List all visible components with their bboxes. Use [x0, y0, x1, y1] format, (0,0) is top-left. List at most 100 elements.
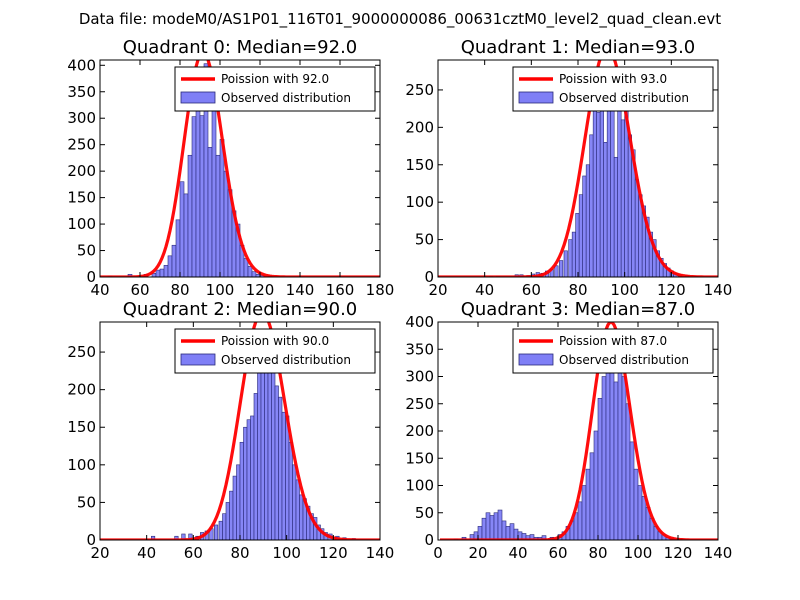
- histogram-bar: [199, 115, 205, 277]
- chart-title: Quadrant 1: Median=93.0: [461, 37, 696, 58]
- suptitle: Data file: modeM0/AS1P01_116T01_90000000…: [79, 10, 721, 29]
- histogram-bar: [597, 397, 603, 540]
- histogram-bar: [577, 501, 583, 540]
- y-tick-label: 300: [405, 368, 434, 386]
- legend-box: [512, 66, 714, 112]
- poisson-fit-line: [440, 322, 718, 540]
- y-tick-label: 150: [405, 156, 434, 174]
- histogram-bar: [195, 95, 201, 277]
- histogram-bar: [171, 244, 177, 277]
- legend-label-fit: Poission with 93.0: [559, 72, 667, 86]
- x-tick-label: 40: [475, 281, 494, 299]
- histogram-bar: [225, 502, 230, 540]
- histogram-bar: [501, 520, 507, 540]
- y-tick-label: 400: [67, 56, 96, 74]
- histogram-bar: [219, 139, 225, 277]
- histogram-bar: [625, 403, 631, 540]
- y-tick-label: 50: [77, 242, 96, 260]
- legend-bar-swatch: [180, 91, 216, 104]
- y-tick-label: 350: [405, 340, 434, 358]
- x-tick-label: 60: [522, 281, 541, 299]
- legend-bar-swatch: [518, 91, 554, 104]
- histogram-bar: [236, 464, 241, 540]
- histogram-bars: [151, 329, 356, 540]
- histogram-bar: [593, 430, 599, 540]
- histogram-bar: [641, 496, 647, 540]
- histogram-bar: [151, 535, 156, 540]
- histogram-bar: [589, 134, 594, 277]
- legend-label-fit: Poission with 92.0: [221, 72, 329, 86]
- histogram-bar: [613, 381, 619, 540]
- x-tick-label: 80: [230, 544, 249, 562]
- histogram-bar: [246, 419, 251, 540]
- histogram-bar: [179, 181, 185, 277]
- histogram-bar: [191, 116, 197, 277]
- legend: Poission with 93.0 Observed distribution: [512, 66, 714, 112]
- x-tick-label: 20: [468, 544, 487, 562]
- histogram-bar: [509, 523, 515, 540]
- chart-title: Quadrant 3: Median=87.0: [461, 299, 696, 320]
- legend: Poission with 92.0 Observed distribution: [174, 66, 376, 112]
- histogram-bar: [637, 485, 643, 540]
- x-tick-label: 120: [657, 281, 686, 299]
- x-tick-label: 120: [246, 281, 275, 299]
- histogram-bar: [629, 441, 635, 540]
- histogram-bar: [175, 219, 181, 277]
- y-tick-label: 200: [405, 118, 434, 136]
- histogram-bar: [232, 475, 237, 540]
- histogram-bar: [585, 164, 590, 277]
- histogram-bar: [257, 366, 262, 540]
- poisson-fit-line: [438, 60, 718, 277]
- histogram-bar: [605, 354, 611, 540]
- x-axis: 20 40 60 80 100 120 140: [428, 60, 732, 299]
- histogram-bar: [251, 271, 257, 277]
- histogram-bar: [222, 513, 227, 540]
- x-tick-label: 120: [319, 544, 348, 562]
- histogram-bar: [592, 104, 597, 277]
- x-tick-label: 80: [588, 544, 607, 562]
- chart-title: Quadrant 2: Median=90.0: [123, 299, 358, 320]
- legend: Poission with 87.0 Observed distribution: [512, 328, 714, 374]
- histogram-bar: [243, 426, 248, 540]
- y-tick-label: 200: [67, 162, 96, 180]
- histogram-bar: [271, 351, 276, 540]
- x-tick-label: 40: [137, 544, 156, 562]
- x-tick-label: 100: [610, 281, 639, 299]
- y-tick-label: 200: [67, 381, 96, 399]
- histogram-bar: [292, 464, 297, 540]
- histogram-bar: [215, 154, 221, 277]
- histogram-bar: [497, 509, 503, 540]
- histogram-bar: [299, 494, 304, 540]
- histogram-bar: [481, 517, 487, 540]
- x-tick-label: 20: [428, 281, 447, 299]
- histogram-bar: [578, 194, 583, 277]
- histogram-bar: [493, 512, 499, 540]
- y-tick-label: 150: [67, 418, 96, 436]
- y-tick-label: 0: [424, 531, 434, 549]
- histogram-bar: [617, 354, 623, 540]
- x-tick-label: 160: [326, 281, 355, 299]
- histogram-bar: [155, 269, 161, 277]
- histogram-bar: [589, 452, 595, 540]
- histogram-bar: [620, 119, 625, 277]
- x-tick-label: 140: [704, 544, 733, 562]
- x-tick-label: 100: [272, 544, 301, 562]
- histogram-bar: [568, 239, 573, 277]
- x-tick-label: 80: [568, 281, 587, 299]
- histogram-bar: [250, 415, 255, 540]
- histogram-bar: [633, 468, 639, 540]
- histogram-bar: [582, 175, 587, 277]
- histogram-bar: [159, 268, 165, 277]
- legend-box: [174, 328, 376, 374]
- histogram-bar: [187, 154, 193, 277]
- x-axis: 20 40 60 80 100 120 140: [90, 322, 394, 562]
- y-axis: 0 50 100 150 200 250 300 350 400: [67, 56, 380, 286]
- histogram-bar: [211, 95, 217, 277]
- legend-bar-swatch: [518, 353, 554, 366]
- histogram-bar: [288, 441, 293, 540]
- legend-bar-swatch: [180, 353, 216, 366]
- legend-label-observed: Observed distribution: [221, 353, 351, 367]
- y-tick-label: 100: [405, 193, 434, 211]
- histogram-bar: [281, 411, 286, 540]
- y-tick-label: 0: [424, 268, 434, 286]
